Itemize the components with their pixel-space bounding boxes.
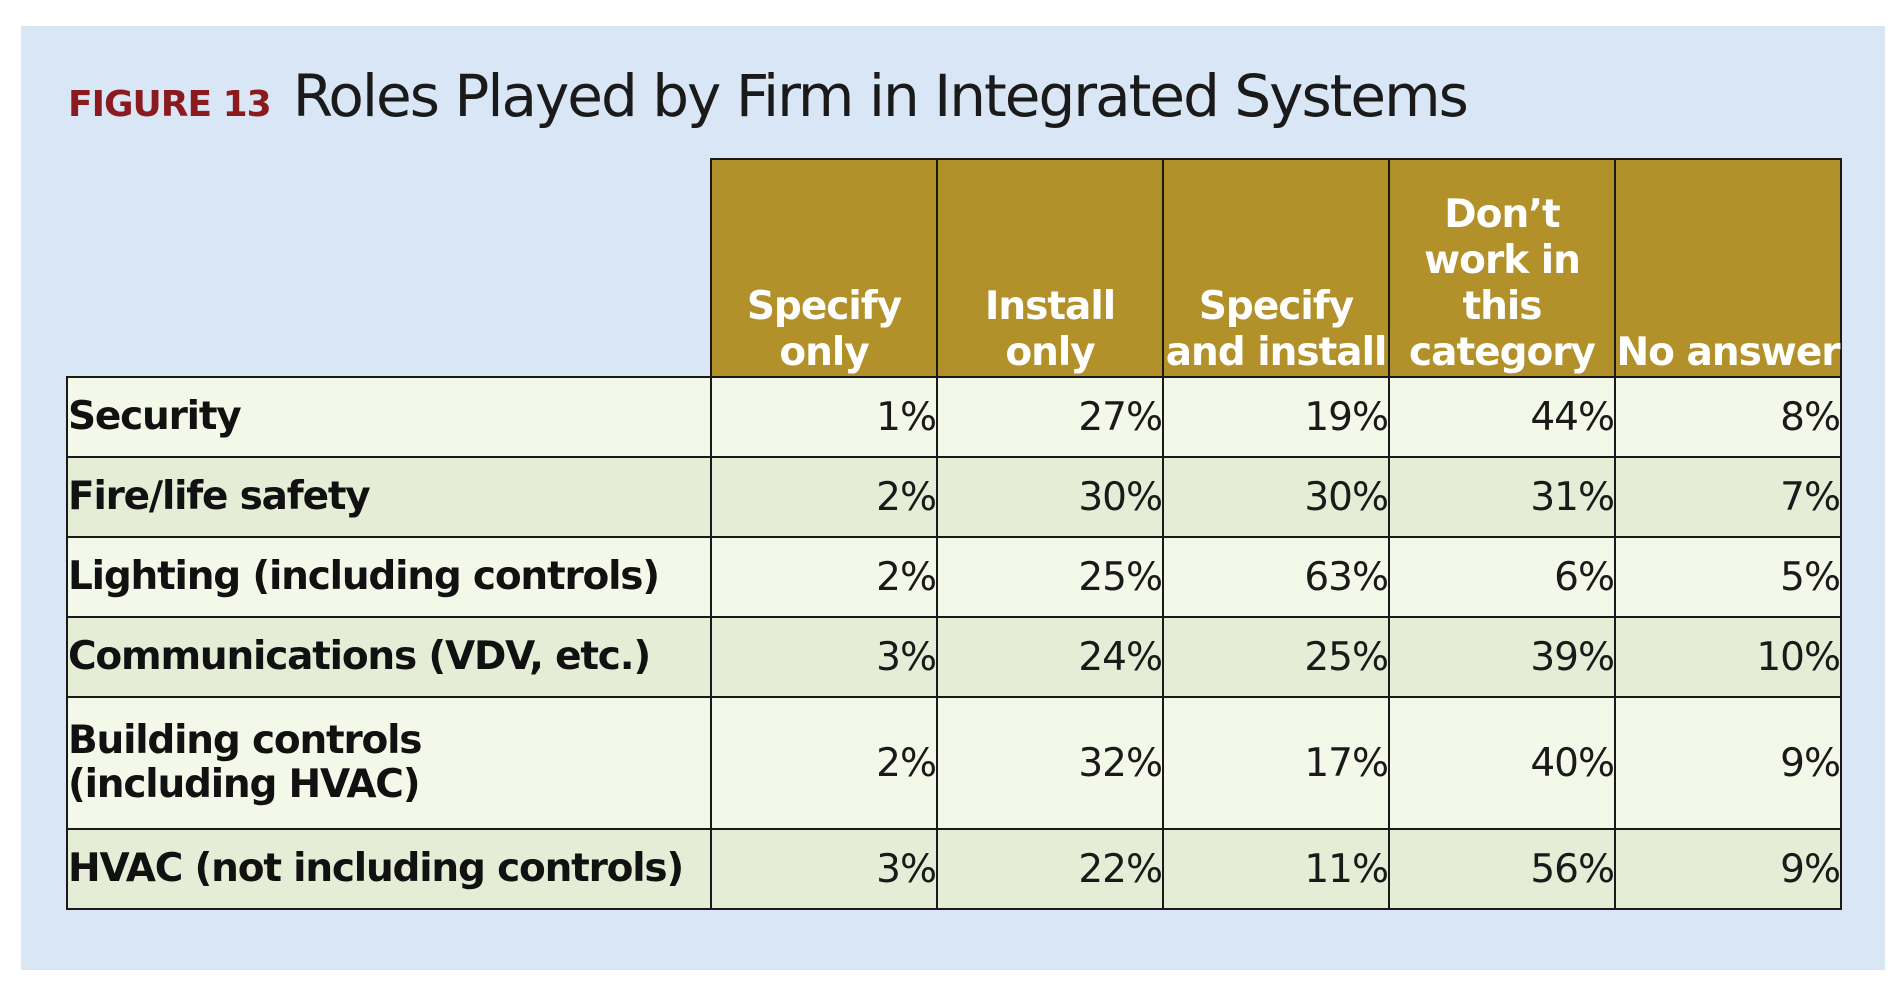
table-cell: 3%: [710, 828, 938, 910]
table-cell: 56%: [1388, 828, 1616, 910]
table-cell: 10%: [1614, 616, 1842, 698]
table-cell: 40%: [1388, 696, 1616, 830]
table-cell: 1%: [710, 376, 938, 458]
table-cell: 39%: [1388, 616, 1616, 698]
table-cell: 2%: [710, 696, 938, 830]
table-cell: 22%: [936, 828, 1164, 910]
row-label-fire-life-safety: Fire/life safety: [66, 456, 712, 538]
col-header-install-only: Install only: [936, 158, 1164, 378]
table-cell: 9%: [1614, 696, 1842, 830]
row-label-communications: Communications (VDV, etc.): [66, 616, 712, 698]
col-header-specify-and-install: Specify and install: [1162, 158, 1390, 378]
table-cell: 32%: [936, 696, 1164, 830]
table-row: Communications (VDV, etc.) 3% 24% 25% 39…: [66, 616, 1842, 698]
table-cell: 25%: [936, 536, 1164, 618]
table-cell: 7%: [1614, 456, 1842, 538]
table-cell: 17%: [1162, 696, 1390, 830]
table-row: Fire/life safety 2% 30% 30% 31% 7%: [66, 456, 1842, 538]
table-row: HVAC (not including controls) 3% 22% 11%…: [66, 828, 1842, 910]
table-cell: 8%: [1614, 376, 1842, 458]
table-cell: 11%: [1162, 828, 1390, 910]
table-cell: 9%: [1614, 828, 1842, 910]
table-cell: 25%: [1162, 616, 1390, 698]
table-cell: 31%: [1388, 456, 1616, 538]
table-row: Security 1% 27% 19% 44% 8%: [66, 376, 1842, 458]
corner-cell: [67, 159, 711, 378]
table-cell: 44%: [1388, 376, 1616, 458]
row-label-building-controls: Building controls (including HVAC): [66, 696, 712, 830]
table-cell: 19%: [1162, 376, 1390, 458]
table-cell: 2%: [710, 456, 938, 538]
table-cell: 27%: [936, 376, 1164, 458]
figure-label: FIGURE 13: [68, 84, 272, 125]
table-cell: 2%: [710, 536, 938, 618]
table-cell: 63%: [1162, 536, 1390, 618]
col-header-dont-work: Don’t work in this category: [1388, 158, 1616, 378]
figure-title: Roles Played by Firm in Integrated Syste…: [292, 62, 1469, 130]
table-cell: 5%: [1614, 536, 1842, 618]
figure-heading: FIGURE 13 Roles Played by Firm in Integr…: [68, 62, 1469, 140]
table-cell: 30%: [1162, 456, 1390, 538]
table-row: Lighting (including controls) 2% 25% 63%…: [66, 536, 1842, 618]
header-row: Specify only Install only Specify and in…: [67, 158, 1842, 378]
data-table: Specify only Install only Specify and in…: [66, 158, 1842, 910]
table-cell: 3%: [710, 616, 938, 698]
col-header-no-answer: No answer: [1614, 158, 1842, 378]
table-cell: 30%: [936, 456, 1164, 538]
row-label-security: Security: [66, 376, 712, 458]
col-header-specify-only: Specify only: [710, 158, 938, 378]
row-label-lighting: Lighting (including controls): [66, 536, 712, 618]
table-cell: 24%: [936, 616, 1164, 698]
row-label-hvac: HVAC (not including controls): [66, 828, 712, 910]
table-row: Building controls (including HVAC) 2% 32…: [66, 696, 1842, 830]
table-cell: 6%: [1388, 536, 1616, 618]
